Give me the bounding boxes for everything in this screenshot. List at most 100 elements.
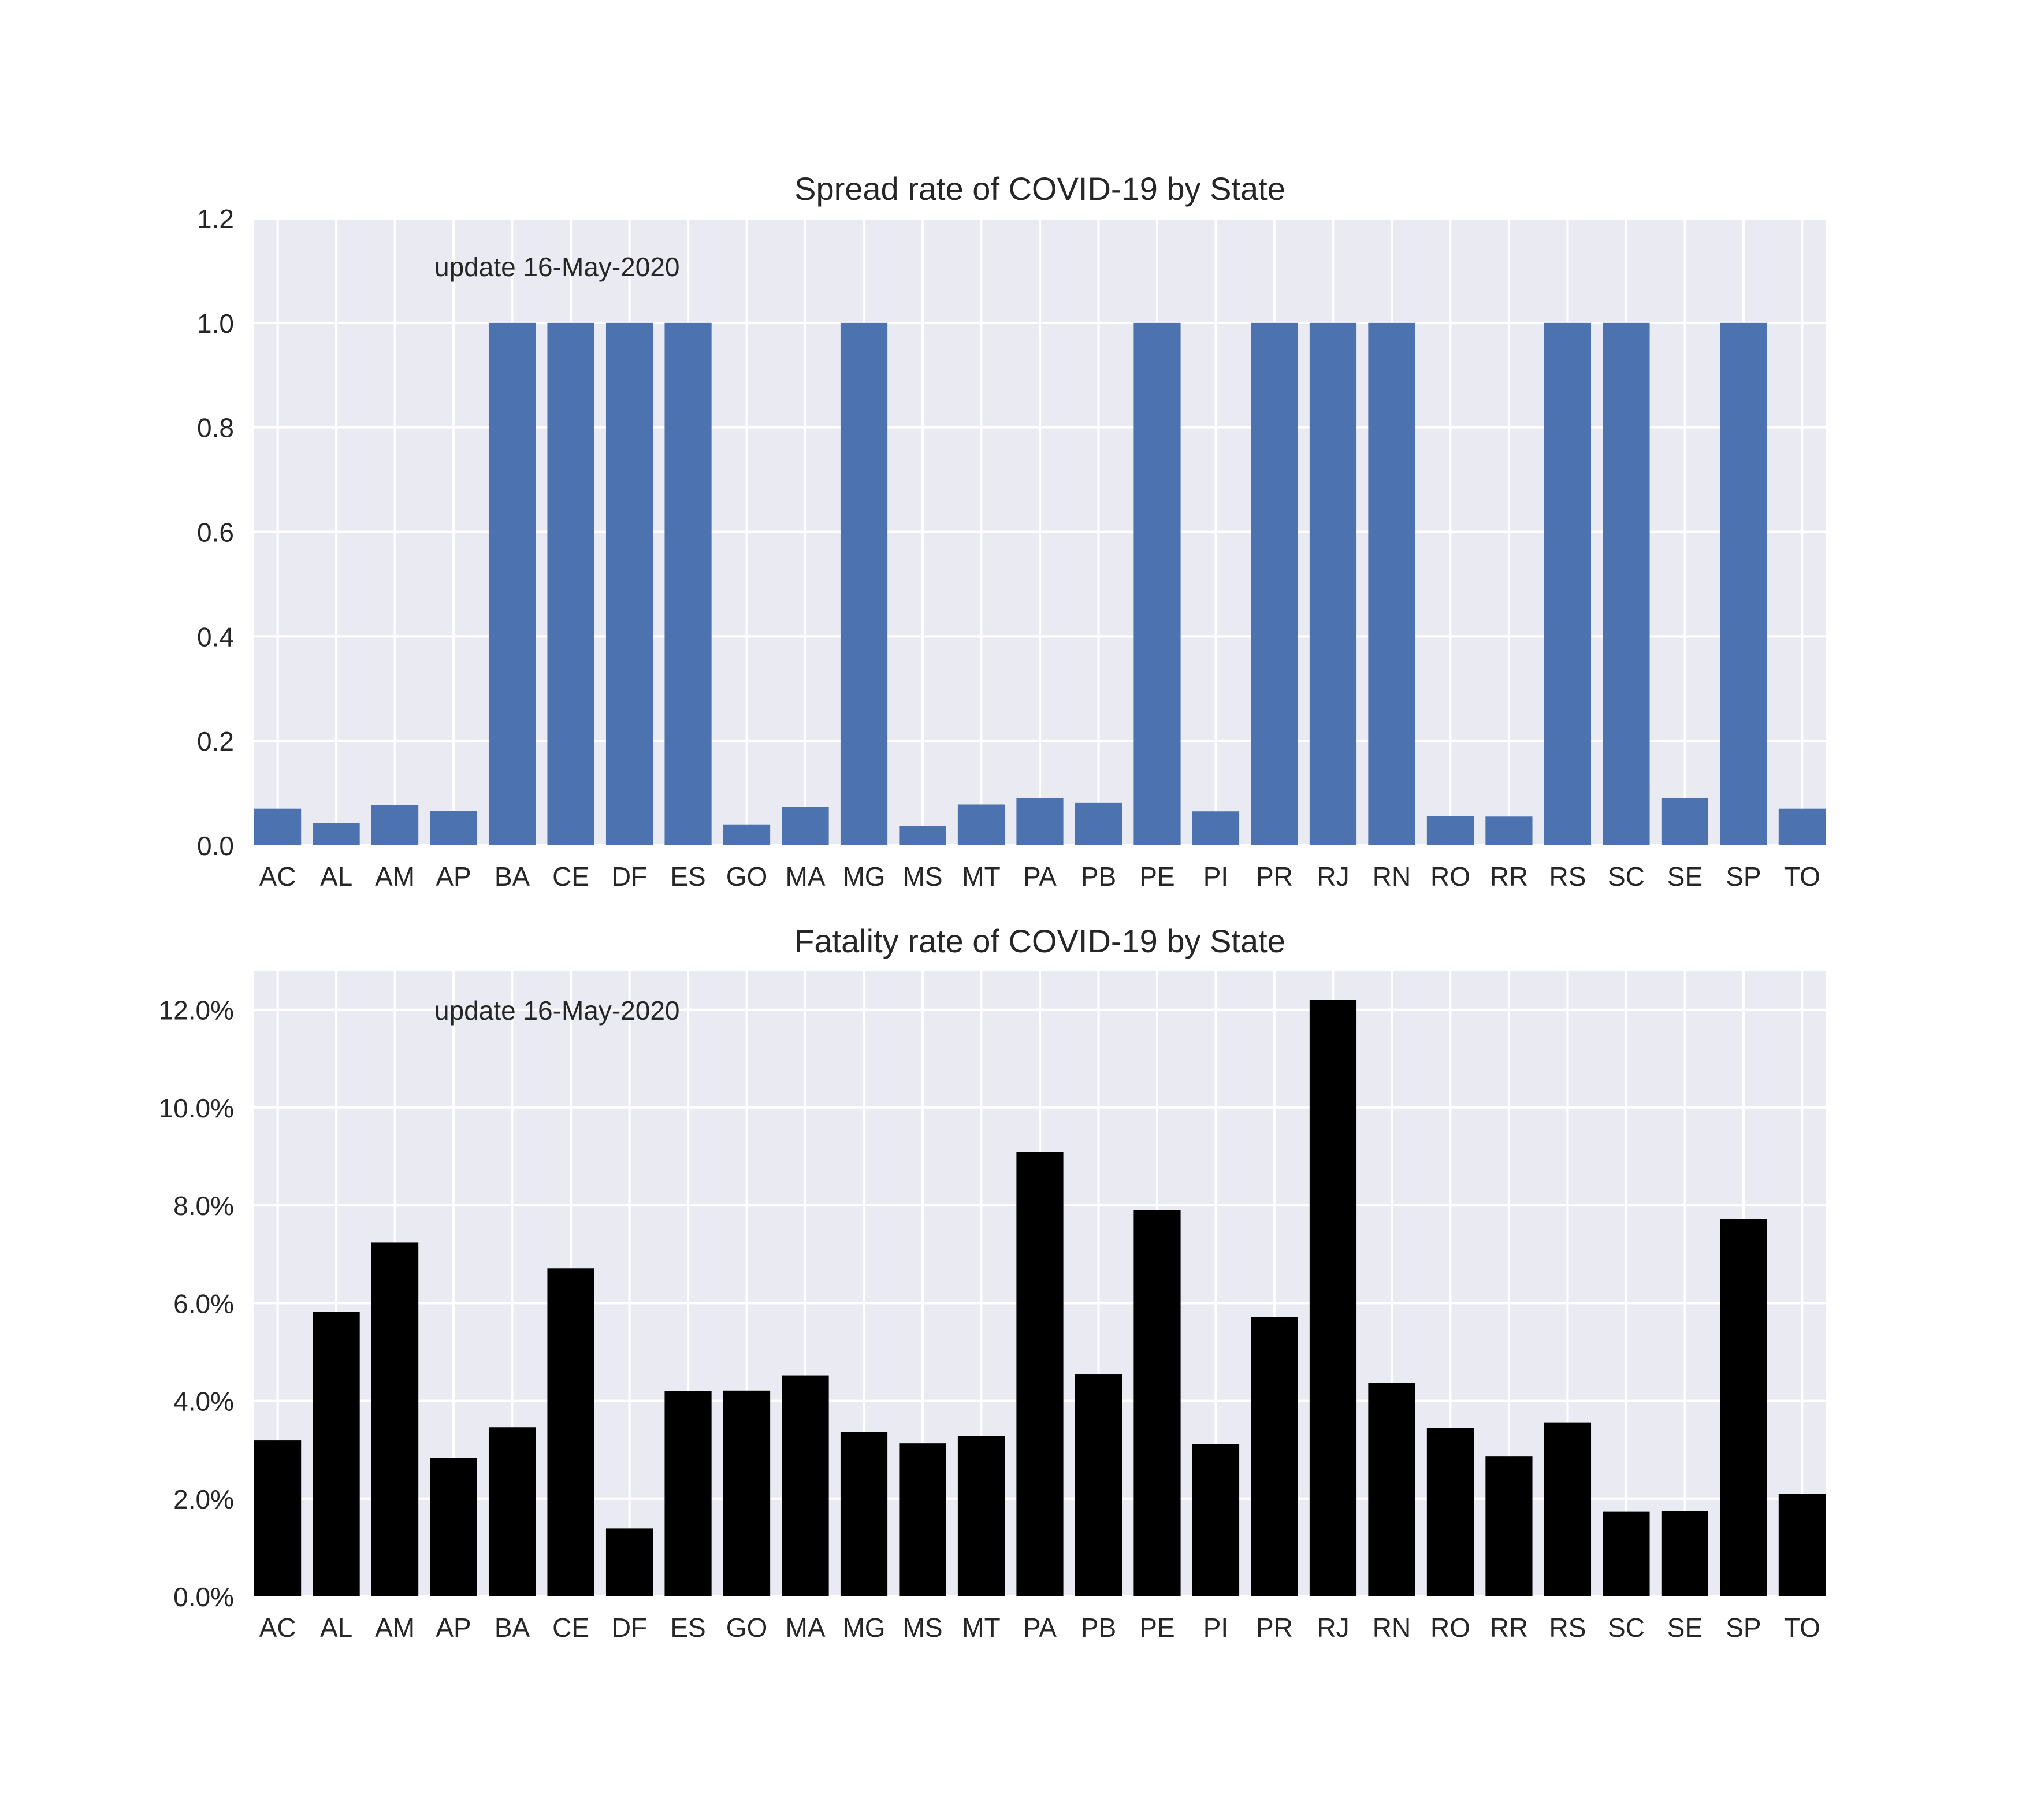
spread-bar-sp [1720,322,1767,845]
spread-ytick-label: 1.0 [197,309,234,339]
spread-xtick-label: DF [612,861,647,892]
spread-xtick-label: PE [1139,861,1174,892]
fatality-bar-mg [840,1432,888,1596]
spread-xtick-label: SP [1726,861,1761,892]
fatality-xtick-label: MG [842,1613,885,1643]
spread-xtick-label: AM [375,861,415,892]
fatality-xtick-label: RJ [1317,1613,1349,1643]
spread-bar-ce [547,322,594,845]
fatality-xtick-label: PB [1081,1613,1116,1643]
spread-xtick-label: BA [495,861,530,892]
fatality-annotation: update 16-May-2020 [434,996,680,1026]
fatality-xtick-label: AP [436,1613,471,1643]
spread-ytick-label: 0.0 [197,831,234,861]
fatality-bar-df [605,1528,653,1596]
fatality-xtick-label: RO [1430,1613,1470,1643]
fatality-bar-rj [1309,1000,1357,1596]
spread-ytick-label: 0.6 [197,518,234,548]
fatality-ytick-label: 10.0% [159,1093,234,1123]
spread-xtick-label: RS [1549,861,1586,892]
fatality-bar-al [313,1312,360,1596]
fatality-bar-pa [1016,1152,1064,1596]
fatality-bar-ro [1426,1428,1474,1596]
spread-xtick-label: SE [1667,861,1703,892]
spread-bar-rj [1309,322,1357,845]
spread-bar-ma [782,807,829,845]
fatality-ytick-label: 6.0% [173,1288,234,1318]
spread-ytick-label: 0.2 [197,726,234,756]
fatality-ytick-label: 4.0% [173,1387,234,1417]
spread-bar-rs [1544,322,1592,845]
spread-bar-to [1778,808,1826,845]
fatality-xtick-label: GO [726,1613,768,1643]
spread-xtick-label: MS [903,861,943,892]
spread-bar-ap [430,811,477,845]
spread-rate-chart: 0.0 0.2 0.4 0.6 0.8 1.0 1.2 AC AL AM AP BA CE DF ES GO M… [197,170,1826,892]
spread-xtick-label: PB [1081,861,1116,892]
spread-xtick-label: RO [1430,861,1470,892]
fatality-xtick-label: CE [552,1613,589,1643]
fatality-ytick-label: 2.0% [173,1484,234,1514]
spread-xtick-label: RR [1490,861,1528,892]
spread-xtick-label: AC [259,861,296,892]
spread-bar-pi [1192,811,1240,845]
spread-xtick-label: PI [1203,861,1228,892]
spread-xtick-label: GO [726,861,768,892]
fatality-bar-pb [1075,1374,1122,1596]
spread-xtick-label: PA [1023,861,1057,892]
spread-bar-mt [957,804,1005,845]
fatality-chart-title: Fatality rate of COVID-19 by State [794,923,1285,959]
fatality-xtick-label: SC [1608,1613,1645,1643]
fatality-bar-mt [957,1436,1005,1596]
fatality-bar-to [1778,1494,1826,1596]
fatality-xtick-label: MS [903,1613,943,1643]
spread-bar-ms [899,826,946,845]
spread-xtick-label: MG [842,861,885,892]
spread-xtick-label: CE [552,861,589,892]
fatality-xtick-label: AM [375,1613,415,1643]
spread-bar-rr [1485,816,1533,845]
spread-bar-pr [1251,322,1298,845]
fatality-rate-chart: 0.0% 2.0% 4.0% 6.0% 8.0% 10.0% 12.0% AC AL AM AP BA… [159,923,1826,1643]
fatality-xtick-label: PA [1023,1613,1057,1643]
fatality-bar-rs [1544,1422,1592,1596]
fatality-ytick-label: 8.0% [173,1191,234,1221]
fatality-xtick-label: PR [1256,1613,1293,1643]
fatality-xtick-label: DF [612,1613,647,1643]
spread-bar-pa [1016,798,1064,845]
fatality-bar-ms [899,1443,946,1596]
spread-ytick-label: 0.4 [197,622,234,652]
fatality-bar-ma [782,1375,829,1596]
spread-bar-ac [254,808,302,845]
spread-bar-se [1661,798,1709,845]
fatality-xtick-label: RS [1549,1613,1586,1643]
fatality-xtick-label: MT [962,1613,1000,1643]
fatality-xtick-label: AC [259,1613,296,1643]
spread-bar-pb [1075,802,1122,845]
fatality-ytick-label: 12.0% [159,996,234,1026]
fatality-bar-ac [254,1440,302,1596]
spread-xtick-label: AP [436,861,471,892]
spread-bar-pe [1133,322,1181,845]
fatality-bar-pi [1192,1444,1240,1596]
fatality-bar-se [1661,1511,1709,1596]
spread-xtick-label: MA [786,861,826,892]
spread-bar-ro [1426,816,1474,845]
spread-bar-ba [488,322,536,845]
spread-bar-sc [1603,322,1650,845]
fatality-xtick-label: SP [1726,1613,1761,1643]
spread-bar-go [723,824,771,845]
spread-bar-am [371,805,419,845]
spread-ytick-label: 0.8 [197,413,234,443]
spread-xtick-label: RN [1373,861,1411,892]
fatality-bar-pr [1251,1317,1298,1596]
spread-xtick-label: MT [962,861,1000,892]
spread-xtick-label: PR [1256,861,1293,892]
spread-xtick-label: ES [670,861,705,892]
fatality-xtick-label: RN [1373,1613,1411,1643]
fatality-xtick-label: ES [670,1613,705,1643]
fatality-xtick-label: AL [320,1613,352,1643]
fatality-xtick-label: MA [786,1613,826,1643]
fatality-xtick-label: PE [1139,1613,1174,1643]
spread-bar-mg [840,322,888,845]
